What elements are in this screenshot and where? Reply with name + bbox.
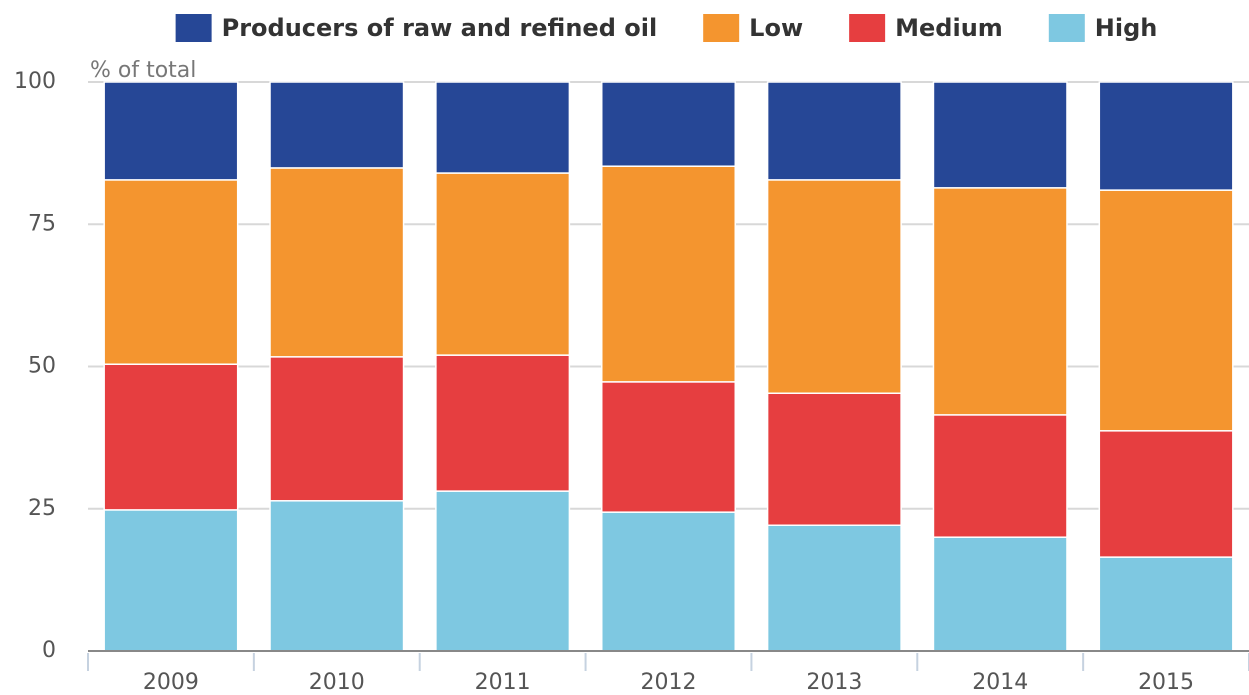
bar-segment [932,81,1068,189]
y-tick-label: 75 [28,211,56,236]
y-tick-label: 25 [28,496,56,521]
bar-segment [766,179,902,394]
legend-swatch [849,14,886,42]
y-tick-label: 100 [14,69,56,94]
legend-label: High [1095,14,1158,42]
x-tick-label: 2013 [806,670,862,695]
bar-segment [269,167,405,358]
legend-swatch [1048,14,1085,42]
bar-segment [269,81,405,169]
y-axis-label: % of total [90,58,196,83]
x-tick-label: 2012 [641,670,697,695]
bar-segment [600,511,737,652]
bar-segment [435,172,571,356]
bar-segment [932,187,1068,416]
bar-segment [1098,81,1234,191]
legend-label: Low [749,14,803,42]
bar-segment [766,81,902,181]
bar-segment [269,500,405,652]
legend-label: Medium [895,14,1003,42]
legend-label: Producers of raw and refined oil [222,14,658,42]
x-tick-label: 2011 [475,670,531,695]
y-tick-label: 0 [42,638,56,663]
bar-segment [932,414,1068,538]
bar-segment [435,81,571,174]
bar-segment [1098,189,1234,432]
bar-segment [435,354,571,492]
bar-segment [766,524,902,652]
bar-segment [600,165,737,383]
bar-segment [600,381,737,513]
bar-segment [1098,430,1234,558]
bar-segment [435,490,571,652]
legend-swatch [703,14,740,42]
y-tick-label: 50 [28,354,56,379]
bar-segment [103,363,239,511]
bar-segment [103,81,239,181]
bar-segment [766,392,902,527]
x-tick-label: 2015 [1138,670,1194,695]
bar-segment [600,81,737,167]
bar-segment [103,179,239,365]
x-tick-label: 2010 [309,670,365,695]
x-tick-label: 2009 [143,670,199,695]
bar-segment [932,536,1068,652]
x-tick-label: 2014 [972,670,1028,695]
legend-swatch [175,14,212,42]
bar-segment [1098,556,1234,652]
legend: Producers of raw and refined oil Low Mediu… [175,14,1158,42]
bar-segment [269,356,405,502]
bar-segment [103,509,239,652]
